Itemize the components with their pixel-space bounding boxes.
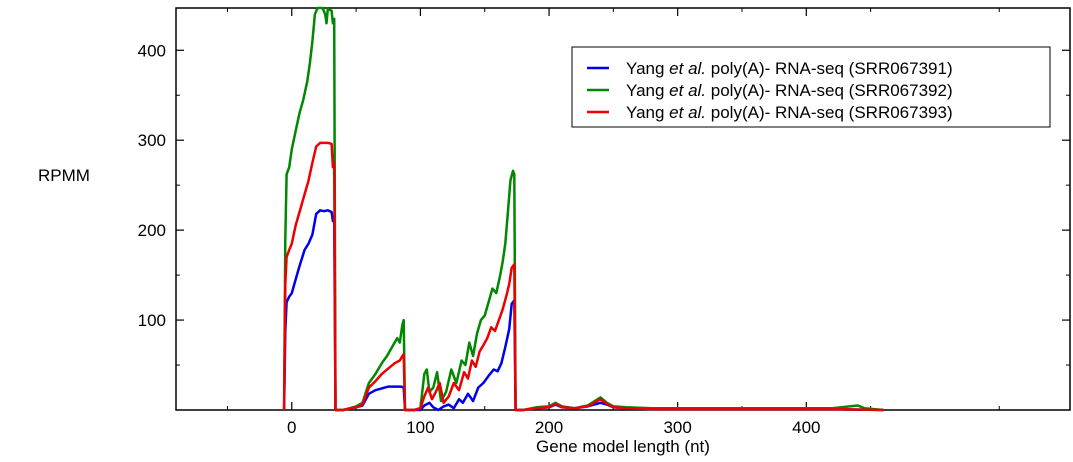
legend-box (571, 46, 1051, 128)
legend-label-2: Yang et al. poly(A)- RNA-seq (SRR067392) (626, 81, 953, 100)
x-tick-label: 0 (287, 418, 296, 437)
y-tick-label: 200 (138, 221, 166, 240)
series-line-1 (282, 209, 884, 412)
x-tick-label: 300 (663, 418, 691, 437)
x-tick-label: 100 (406, 418, 434, 437)
y-tick-label: 400 (138, 41, 166, 60)
x-tick-label: 200 (535, 418, 563, 437)
series-line-3 (282, 141, 884, 412)
y-tick-label: 300 (138, 131, 166, 150)
legend: Yang et al. poly(A)- RNA-seq (SRR067391)… (571, 46, 1051, 128)
x-tick-labels: 0 100 200 300 400 (287, 418, 820, 437)
legend-label-3: Yang et al. poly(A)- RNA-seq (SRR067393) (626, 103, 953, 122)
y-tick-labels: 100 200 300 400 (138, 41, 166, 330)
series-lines (282, 6, 884, 412)
y-tick-label: 100 (138, 311, 166, 330)
legend-label-1: Yang et al. poly(A)- RNA-seq (SRR067391) (626, 59, 953, 78)
y-axis-title: RPMM (38, 166, 90, 185)
plot-frame (175, 7, 1071, 411)
x-tick-label: 400 (792, 418, 820, 437)
x-axis-title: Gene model length (nt) (536, 437, 710, 456)
